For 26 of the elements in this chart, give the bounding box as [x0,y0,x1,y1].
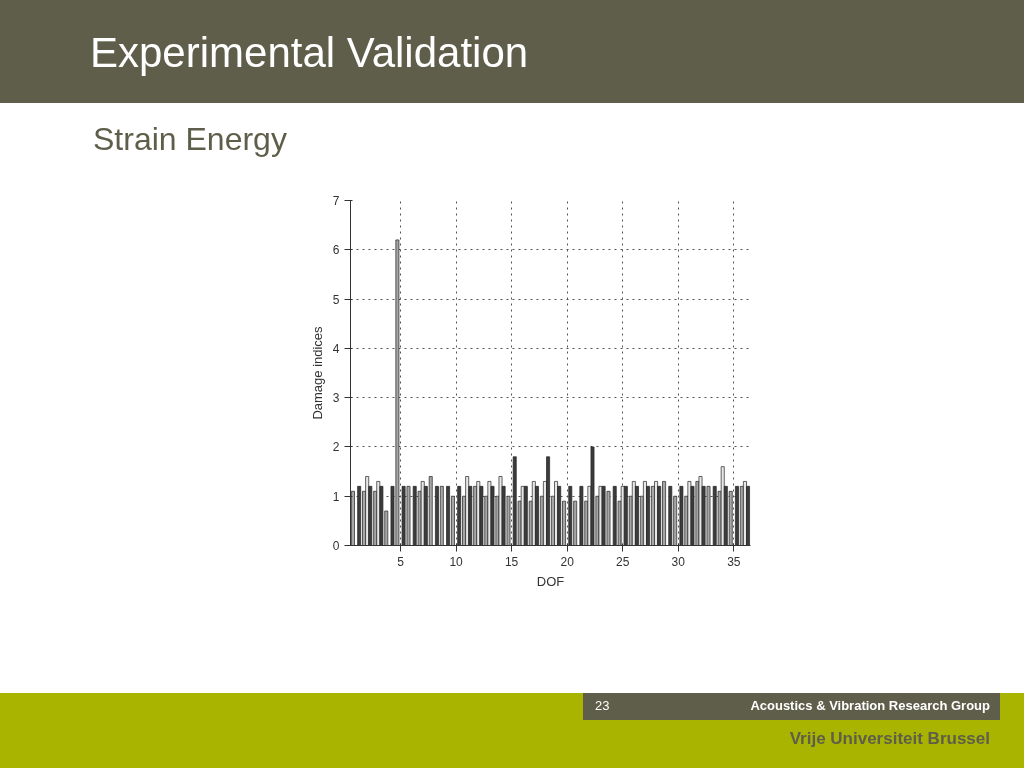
x-tick-label: 30 [671,554,686,569]
x-tick-label: 5 [397,554,405,569]
y-tick-label: 6 [332,243,340,258]
y-tick-label: 4 [332,341,340,356]
x-tick-label: 35 [727,554,741,569]
bar [439,486,444,546]
x-axis-title: DOF [536,573,565,589]
y-tick-label: 5 [332,292,340,307]
y-tick-label: 3 [332,391,340,406]
chart-title: Experimental Validation [0,0,1024,103]
y-tick-label: 0 [332,539,340,553]
text: Vrije Universiteit Brussel [789,729,990,748]
text: Acoustics & Vibration Research Group [750,698,990,714]
y-tick-label: 1 [332,489,340,504]
x-tick-label: 25 [616,554,630,569]
x-tick-label: 15 [504,554,519,569]
y-axis-title: Damage indices [309,325,325,420]
chart-subtitle: Strain Energy [92,120,288,159]
bar [728,490,733,546]
x-tick-label: 20 [560,554,575,569]
text: 23 [595,698,610,714]
y-tick-label: 7 [332,194,340,208]
bar [428,476,433,546]
y-tick-label: 2 [332,440,340,455]
bar [351,490,355,546]
x-tick-label: 10 [449,554,464,569]
